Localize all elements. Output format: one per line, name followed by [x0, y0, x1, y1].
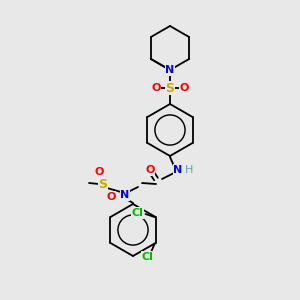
Text: O: O	[151, 83, 161, 93]
Text: O: O	[145, 165, 155, 175]
Text: H: H	[185, 165, 193, 175]
Text: Cl: Cl	[132, 208, 143, 218]
Text: N: N	[173, 165, 183, 175]
Text: O: O	[94, 167, 104, 177]
Text: N: N	[165, 65, 175, 75]
Text: N: N	[120, 190, 130, 200]
Text: Cl: Cl	[142, 252, 154, 262]
Text: S: S	[98, 178, 107, 191]
Text: O: O	[179, 83, 189, 93]
Text: O: O	[106, 192, 116, 202]
Text: S: S	[166, 82, 175, 94]
